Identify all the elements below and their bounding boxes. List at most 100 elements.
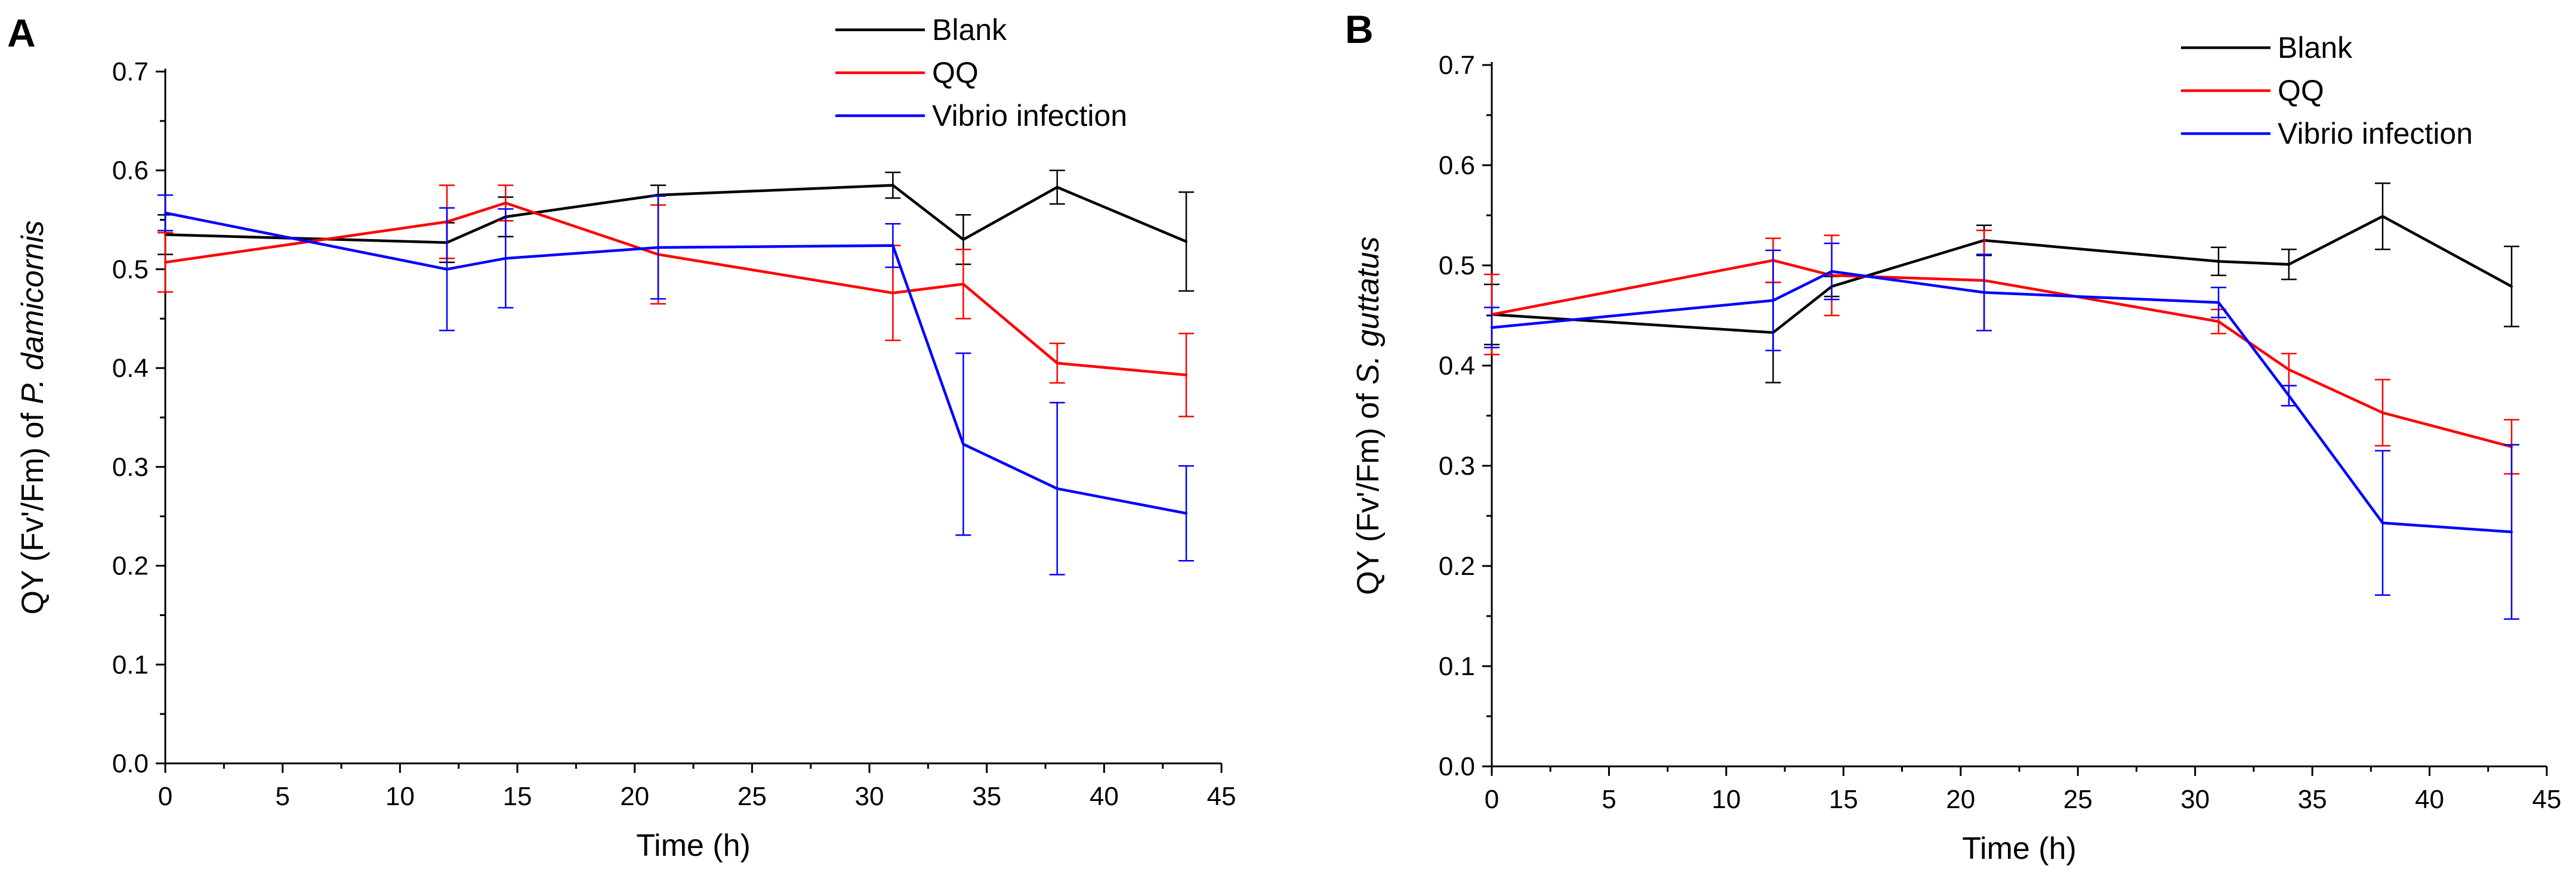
x-tick-label: 5	[1602, 785, 1616, 814]
data-point	[891, 292, 894, 295]
panel-b: B 0 5 10 15 20 25 30 35 40 45 0.0 0.1 0.2 0.3 0.4 0.5 0.6…	[1345, 7, 2561, 866]
data-point	[2287, 394, 2290, 397]
y-tick-label: 0.3	[112, 453, 149, 482]
y-axis-title-species: P. damicornis	[16, 220, 50, 404]
x-tick-label: 5	[275, 782, 289, 811]
data-point	[1983, 291, 1986, 294]
y-tick-label: 0.0	[1439, 752, 1475, 781]
panel-letter: A	[7, 11, 36, 55]
legend-label: QQ	[2278, 74, 2324, 107]
x-tick-label: 40	[2415, 785, 2444, 814]
legend-label: Vibrio infection	[2278, 117, 2473, 150]
data-point	[1056, 361, 1059, 364]
y-axis-title: QY (Fv'/Fm) of P. damicornis	[16, 220, 50, 614]
data-point	[504, 202, 507, 205]
legend: Blank QQ Vibrio infection	[835, 13, 1127, 132]
data-point	[1185, 512, 1187, 515]
y-axis-title-prefix: QY (Fv'/Fm) of	[1351, 385, 1386, 595]
y-tick-label: 0.4	[1439, 351, 1475, 381]
y-tick-label: 0.7	[1439, 51, 1475, 80]
x-tick-label: 35	[2298, 785, 2327, 814]
data-point	[2381, 215, 2384, 218]
data-point	[2510, 530, 2513, 533]
data-point	[1056, 185, 1059, 188]
y-axis-title: QY (Fv'/Fm) of S. guttatus	[1351, 236, 1386, 595]
y-tick-label: 0.2	[112, 552, 149, 581]
data-point	[2381, 521, 2384, 524]
x-tick-label: 35	[972, 782, 1001, 811]
data-point	[1185, 240, 1187, 243]
data-point	[2287, 368, 2290, 371]
x-tick-label: 40	[1090, 782, 1119, 811]
data-point	[164, 211, 166, 214]
y-tick-label: 0.5	[112, 255, 149, 284]
y-tick-label: 0.4	[112, 354, 149, 383]
data-point	[1772, 299, 1775, 302]
data-point	[1830, 270, 1833, 273]
data-point	[2217, 320, 2220, 323]
x-tick-label: 10	[1711, 785, 1741, 814]
data-point	[164, 261, 166, 264]
data-point	[1185, 373, 1187, 376]
data-point	[2287, 263, 2290, 266]
y-tick-label: 0.3	[1439, 451, 1475, 481]
series-line	[165, 211, 1187, 515]
data-point	[2217, 301, 2220, 304]
y-tick-label: 0.1	[1439, 652, 1475, 681]
series-line	[165, 184, 1187, 244]
data-point	[2510, 285, 2513, 288]
data-point	[962, 443, 965, 446]
x-axis-title: Time (h)	[636, 828, 751, 863]
data-point	[1491, 326, 1493, 329]
x-tick-label: 0	[158, 782, 172, 811]
legend-label: Vibrio infection	[932, 99, 1127, 132]
x-tick-label: 45	[2532, 785, 2562, 814]
y-tick-label: 0.7	[112, 57, 149, 86]
y-axis-title-species: S. guttatus	[1351, 236, 1386, 385]
series-vibrio-infection	[1484, 242, 2520, 620]
data-point	[962, 283, 965, 286]
x-tick-label: 10	[385, 782, 415, 811]
data-point	[891, 244, 894, 247]
legend-label: Blank	[932, 13, 1007, 47]
x-axis-title: Time (h)	[1962, 831, 2077, 866]
series-line	[165, 202, 1187, 376]
x-tick-label: 15	[503, 782, 532, 811]
legend-label: QQ	[932, 56, 979, 89]
x-tick-label: 45	[1207, 782, 1236, 811]
panel-letter: B	[1345, 7, 1374, 51]
y-axis-title-prefix: QY (Fv'/Fm) of	[16, 404, 50, 615]
x-tick-label: 30	[855, 782, 884, 811]
series-qq	[158, 184, 1194, 417]
series-qq	[1484, 229, 2520, 475]
x-tick-label: 25	[2063, 785, 2093, 814]
data-point	[504, 257, 507, 260]
x-tick-label: 0	[1485, 785, 1499, 814]
legend: Blank QQ Vibrio infection	[2181, 31, 2473, 150]
data-point	[962, 238, 965, 241]
y-tick-label: 0.2	[1439, 552, 1475, 581]
x-tick-label: 25	[738, 782, 767, 811]
data-point	[2381, 411, 2384, 414]
legend-label: Blank	[2278, 31, 2353, 64]
panel-a: A 0 5 10 15 20 25 30 35 40 45 0.0 0.1 0.2 0.3 0.4 0.5 0.6…	[7, 11, 1236, 863]
x-tick-label: 15	[1829, 785, 1858, 814]
data-point	[1056, 487, 1059, 490]
series-line	[1491, 215, 2513, 334]
y-tick-label: 0.6	[112, 156, 149, 185]
series-line	[1491, 270, 2512, 534]
data-point	[446, 268, 448, 271]
data-point	[657, 246, 659, 249]
y-tick-label: 0.0	[112, 749, 149, 778]
y-tick-label: 0.6	[1439, 151, 1475, 180]
series-line	[1491, 259, 2512, 448]
x-tick-label: 30	[2180, 785, 2210, 814]
series-vibrio-infection	[158, 194, 1194, 576]
data-point	[2217, 260, 2220, 263]
x-tick-label: 20	[620, 782, 649, 811]
data-point	[891, 184, 894, 187]
series-blank	[158, 169, 1194, 292]
y-tick-label: 0.1	[112, 650, 149, 679]
x-tick-label: 20	[1946, 785, 1975, 814]
